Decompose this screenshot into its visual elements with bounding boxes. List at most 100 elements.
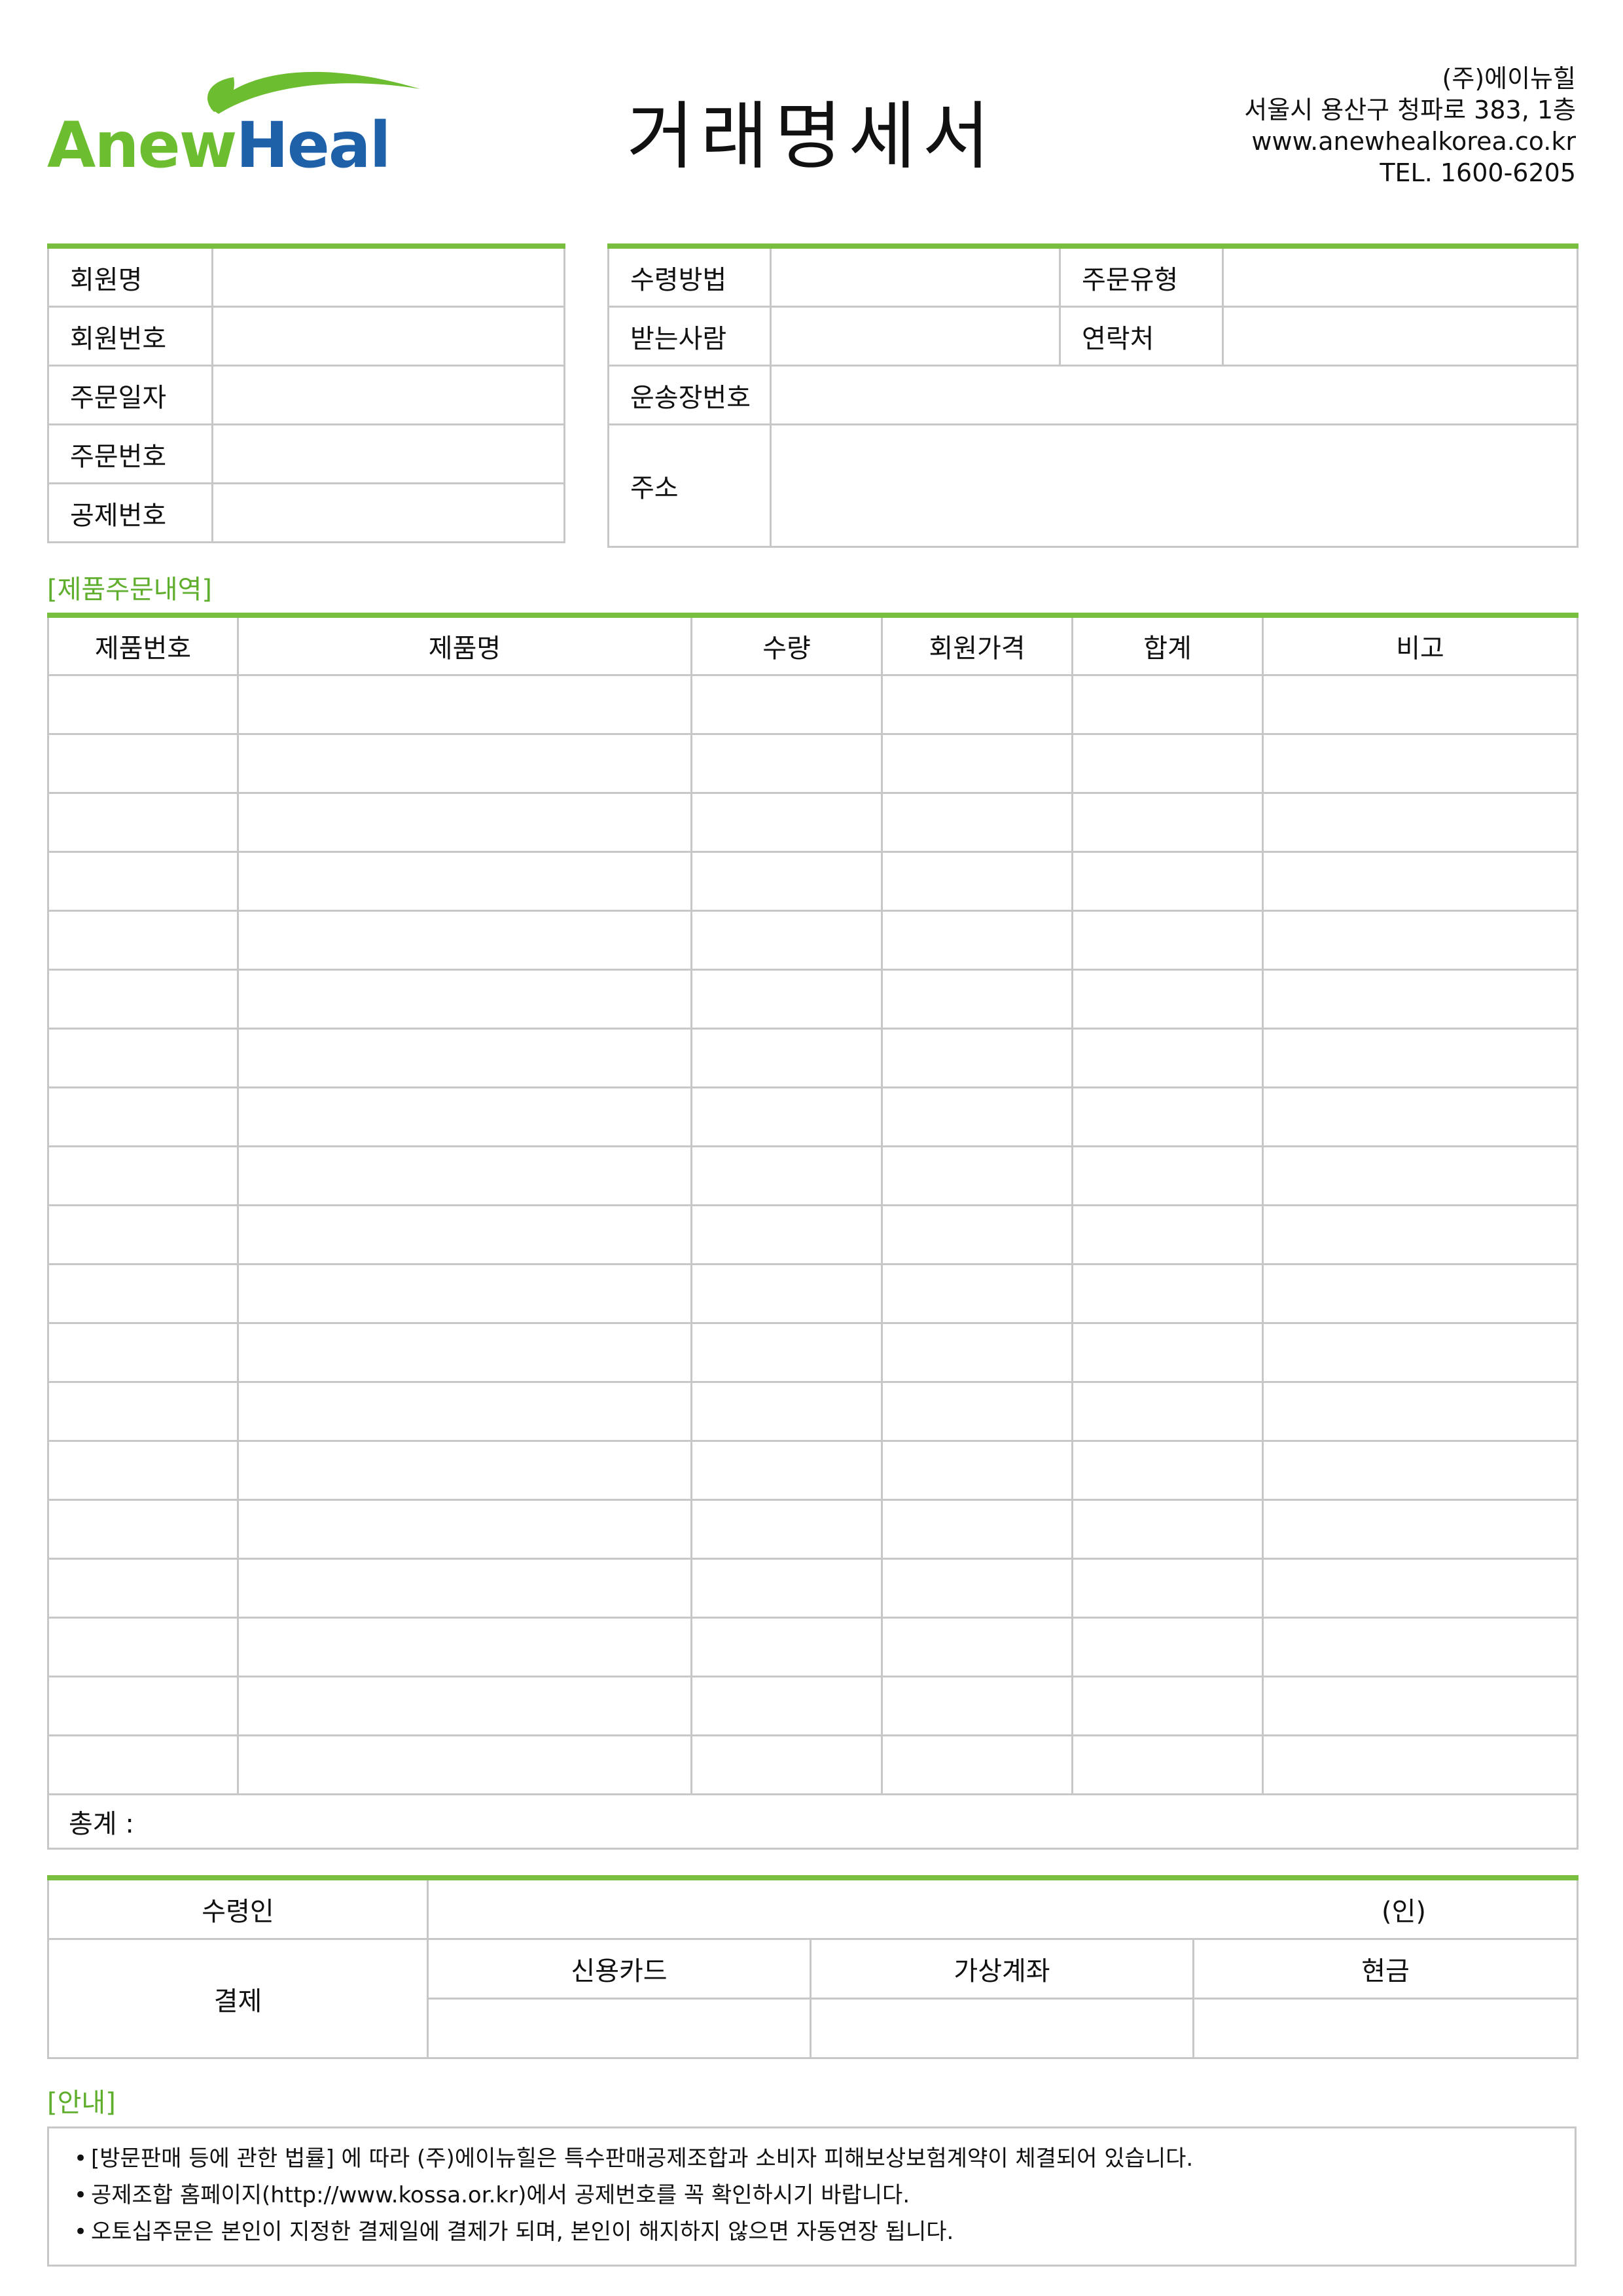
member-price-cell[interactable] [881,1558,1073,1619]
product-number-cell[interactable] [47,674,239,735]
product-name-cell[interactable] [237,1145,692,1206]
product-name-cell[interactable] [237,1381,692,1442]
product-name-cell[interactable] [237,1676,692,1736]
remarks-cell[interactable] [1262,1676,1578,1736]
product-name-cell[interactable] [237,674,692,735]
product-name-cell[interactable] [237,1617,692,1677]
subtotal-cell[interactable] [1071,969,1264,1030]
recipient-field[interactable] [770,306,1061,367]
member-price-cell[interactable] [881,910,1073,971]
quantity-cell[interactable] [690,1322,883,1383]
subtotal-cell[interactable] [1071,733,1264,794]
product-number-cell[interactable] [47,1440,239,1501]
member-price-cell[interactable] [881,1734,1073,1795]
subtotal-cell[interactable] [1071,1558,1264,1619]
product-number-cell[interactable] [47,851,239,912]
quantity-cell[interactable] [690,792,883,853]
product-number-cell[interactable] [47,1204,239,1265]
quantity-cell[interactable] [690,1499,883,1560]
remarks-cell[interactable] [1262,1028,1578,1088]
product-number-cell[interactable] [47,1734,239,1795]
product-name-cell[interactable] [237,1558,692,1619]
member-price-cell[interactable] [881,1676,1073,1736]
subtotal-cell[interactable] [1071,1086,1264,1147]
member-price-cell[interactable] [881,1086,1073,1147]
product-name-cell[interactable] [237,1440,692,1501]
subtotal-cell[interactable] [1071,1734,1264,1795]
remarks-cell[interactable] [1262,792,1578,853]
product-name-cell[interactable] [237,1499,692,1560]
contact-field[interactable] [1222,306,1578,367]
subtotal-cell[interactable] [1071,1204,1264,1265]
subtotal-cell[interactable] [1071,910,1264,971]
remarks-cell[interactable] [1262,674,1578,735]
order-number-field[interactable] [211,423,565,484]
member-price-cell[interactable] [881,969,1073,1030]
quantity-cell[interactable] [690,1204,883,1265]
member-price-cell[interactable] [881,1263,1073,1324]
quantity-cell[interactable] [690,733,883,794]
quantity-cell[interactable] [690,674,883,735]
remarks-cell[interactable] [1262,1440,1578,1501]
subtotal-cell[interactable] [1071,1676,1264,1736]
remarks-cell[interactable] [1262,1734,1578,1795]
subtotal-cell[interactable] [1071,1617,1264,1677]
remarks-cell[interactable] [1262,1145,1578,1206]
member-price-cell[interactable] [881,1322,1073,1383]
remarks-cell[interactable] [1262,733,1578,794]
product-number-cell[interactable] [47,733,239,794]
quantity-cell[interactable] [690,1263,883,1324]
remarks-cell[interactable] [1262,1499,1578,1560]
product-number-cell[interactable] [47,1499,239,1560]
remarks-cell[interactable] [1262,851,1578,912]
subtotal-cell[interactable] [1071,851,1264,912]
remarks-cell[interactable] [1262,1617,1578,1677]
member-number-field[interactable] [211,306,565,367]
member-price-cell[interactable] [881,1028,1073,1088]
subtotal-cell[interactable] [1071,1499,1264,1560]
product-name-cell[interactable] [237,969,692,1030]
member-price-cell[interactable] [881,674,1073,735]
product-number-cell[interactable] [47,1676,239,1736]
quantity-cell[interactable] [690,1145,883,1206]
product-name-cell[interactable] [237,910,692,971]
member-price-cell[interactable] [881,792,1073,853]
subtotal-cell[interactable] [1071,1440,1264,1501]
subtotal-cell[interactable] [1071,1263,1264,1324]
product-name-cell[interactable] [237,792,692,853]
member-price-cell[interactable] [881,1440,1073,1501]
quantity-cell[interactable] [690,851,883,912]
subtotal-cell[interactable] [1071,1145,1264,1206]
remarks-cell[interactable] [1262,1558,1578,1619]
product-number-cell[interactable] [47,1558,239,1619]
product-number-cell[interactable] [47,792,239,853]
product-name-cell[interactable] [237,733,692,794]
product-number-cell[interactable] [47,1145,239,1206]
tracking-number-field[interactable] [770,365,1578,425]
quantity-cell[interactable] [690,1086,883,1147]
remarks-cell[interactable] [1262,1322,1578,1383]
remarks-cell[interactable] [1262,1086,1578,1147]
quantity-cell[interactable] [690,910,883,971]
remarks-cell[interactable] [1262,910,1578,971]
product-number-cell[interactable] [47,1322,239,1383]
subtotal-cell[interactable] [1071,792,1264,853]
product-name-cell[interactable] [237,1204,692,1265]
remarks-cell[interactable] [1262,969,1578,1030]
quantity-cell[interactable] [690,1440,883,1501]
subtotal-cell[interactable] [1071,1381,1264,1442]
member-name-field[interactable] [211,243,565,308]
receive-method-field[interactable] [770,243,1061,308]
cash-field[interactable] [1192,1998,1579,2059]
product-name-cell[interactable] [237,851,692,912]
quantity-cell[interactable] [690,1676,883,1736]
deduction-number-field[interactable] [211,482,565,543]
product-number-cell[interactable] [47,969,239,1030]
product-number-cell[interactable] [47,1381,239,1442]
remarks-cell[interactable] [1262,1381,1578,1442]
credit-card-field[interactable] [427,1998,812,2059]
subtotal-cell[interactable] [1071,1322,1264,1383]
receiver-signature-field[interactable]: (인) [426,1875,1579,1940]
subtotal-cell[interactable] [1071,1028,1264,1088]
quantity-cell[interactable] [690,1381,883,1442]
